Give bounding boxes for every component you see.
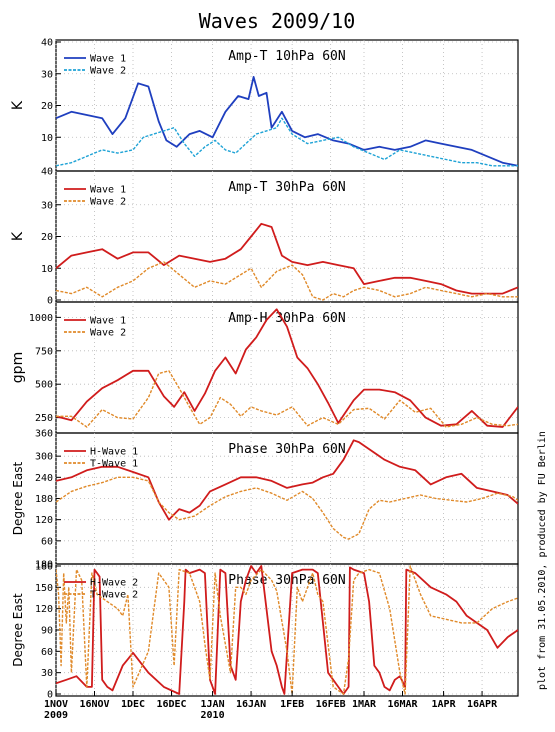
legend-label: Wave 2 [90, 197, 126, 208]
y-axis-label: Degree East [11, 593, 25, 667]
x-tick-label: 16APR [467, 699, 498, 710]
x-tick-label: 16MAR [387, 699, 418, 710]
y-axis-label: K [10, 100, 26, 110]
panel-5: 0 30 60 90 120 150 180 Degree East Phase 30hPa 6… [11, 562, 519, 701]
series-line-h-wave-1 [56, 439, 518, 521]
y-tick-label: 60 [41, 536, 53, 547]
x-tick-label: 1FEB [280, 699, 304, 710]
y-tick-label: 240 [35, 473, 53, 484]
y-tick-label: 300 [35, 452, 53, 463]
y-tick-label: 750 [35, 346, 53, 357]
x-tick-label: 16DEC [156, 699, 186, 710]
panel-title: Amp-T 30hPa 60N [228, 180, 345, 195]
series-line-wave-1 [56, 308, 518, 428]
series-line-t-wave-2 [56, 565, 518, 695]
y-tick-label: 120 [35, 515, 53, 526]
y-tick-label: 20 [41, 232, 53, 243]
legend-label: Wave 1 [90, 54, 126, 65]
y-tick-label: 40 [41, 38, 53, 49]
y-tick-label: 180 [35, 560, 53, 571]
y-tick-label: 20 [41, 101, 53, 112]
y-tick-label: 10 [41, 133, 53, 144]
legend-label: Wave 2 [90, 66, 126, 77]
x-year-label: 2009 [44, 710, 68, 721]
legend-label: T-Wave 1 [90, 459, 138, 470]
x-tick-label: 1MAR [352, 699, 377, 710]
credit-text: plot from 31.05.2010, produced by FU Ber… [537, 431, 548, 690]
series-line-wave-2 [56, 117, 518, 167]
y-tick-label: 360 [35, 429, 53, 440]
legend-label: Wave 2 [90, 328, 126, 339]
legend-label: H-Wave 1 [90, 447, 138, 458]
panel-title: Amp-T 10hPa 60N [228, 49, 345, 64]
legend-label: Wave 1 [90, 316, 126, 327]
y-tick-label: 90 [41, 626, 53, 637]
legend-label: Wave 1 [90, 185, 126, 196]
x-tick-label: 1JAN [201, 699, 225, 710]
y-tick-label: 120 [35, 604, 53, 615]
x-tick-label: 16NOV [79, 699, 109, 710]
series-line-wave-2 [56, 370, 518, 428]
y-tick-label: 0 [47, 296, 53, 307]
y-tick-label: 180 [35, 494, 53, 505]
series-line-wave-1 [56, 76, 518, 167]
y-tick-label: 150 [35, 583, 53, 594]
y-tick-label: 1000 [29, 313, 53, 324]
x-year-label: 2010 [201, 710, 225, 721]
y-tick-label: 180 [35, 562, 53, 573]
y-tick-label: 30 [41, 668, 53, 679]
y-axis-label: gpm [10, 352, 26, 383]
series-line-t-wave-1 [56, 476, 518, 540]
y-tick-label: 30 [41, 69, 53, 80]
y-tick-label: 250 [35, 413, 53, 424]
x-axis: 1NOV 16NOV 1DEC 16DEC 1JAN 16JAN 1FEB 16FEB 1MAR… [44, 691, 498, 721]
main-title: Waves 2009/10 [199, 9, 356, 33]
panel-4: 60 120 180 240 300 180 Degree East Phase 30hPa … [11, 432, 519, 571]
y-tick-label: 0 [47, 690, 53, 701]
legend-label: T-Wave 2 [90, 590, 138, 601]
x-tick-label: 1NOV [44, 699, 68, 710]
y-axis-label: Degree East [11, 462, 25, 536]
series-line-wave-2 [56, 261, 518, 301]
y-tick-label: 60 [41, 647, 53, 658]
x-tick-label: 1APR [432, 699, 457, 710]
series-line-h-wave-2 [56, 565, 518, 695]
panel-title: Phase 30hPa 60N [228, 573, 345, 588]
panel-title: Phase 30hPa 60N [228, 442, 345, 457]
y-tick-label: 30 [41, 200, 53, 211]
y-tick-label: 10 [41, 264, 53, 275]
y-tick-label: 500 [35, 380, 53, 391]
series-line-wave-1 [56, 222, 518, 295]
x-tick-label: 16JAN [236, 699, 266, 710]
legend-label: H-Wave 2 [90, 578, 138, 589]
y-tick-label: 40 [41, 167, 53, 178]
x-tick-label: 1DEC [121, 699, 145, 710]
panel-title: Amp-H 30hPa 60N [228, 311, 345, 326]
y-axis-label: K [10, 231, 26, 241]
panel-3: 250 500 750 1000 360 gpm Amp-H 30hPa 60N Wave 1… [10, 301, 519, 440]
x-tick-label: 16FEB [316, 699, 346, 710]
